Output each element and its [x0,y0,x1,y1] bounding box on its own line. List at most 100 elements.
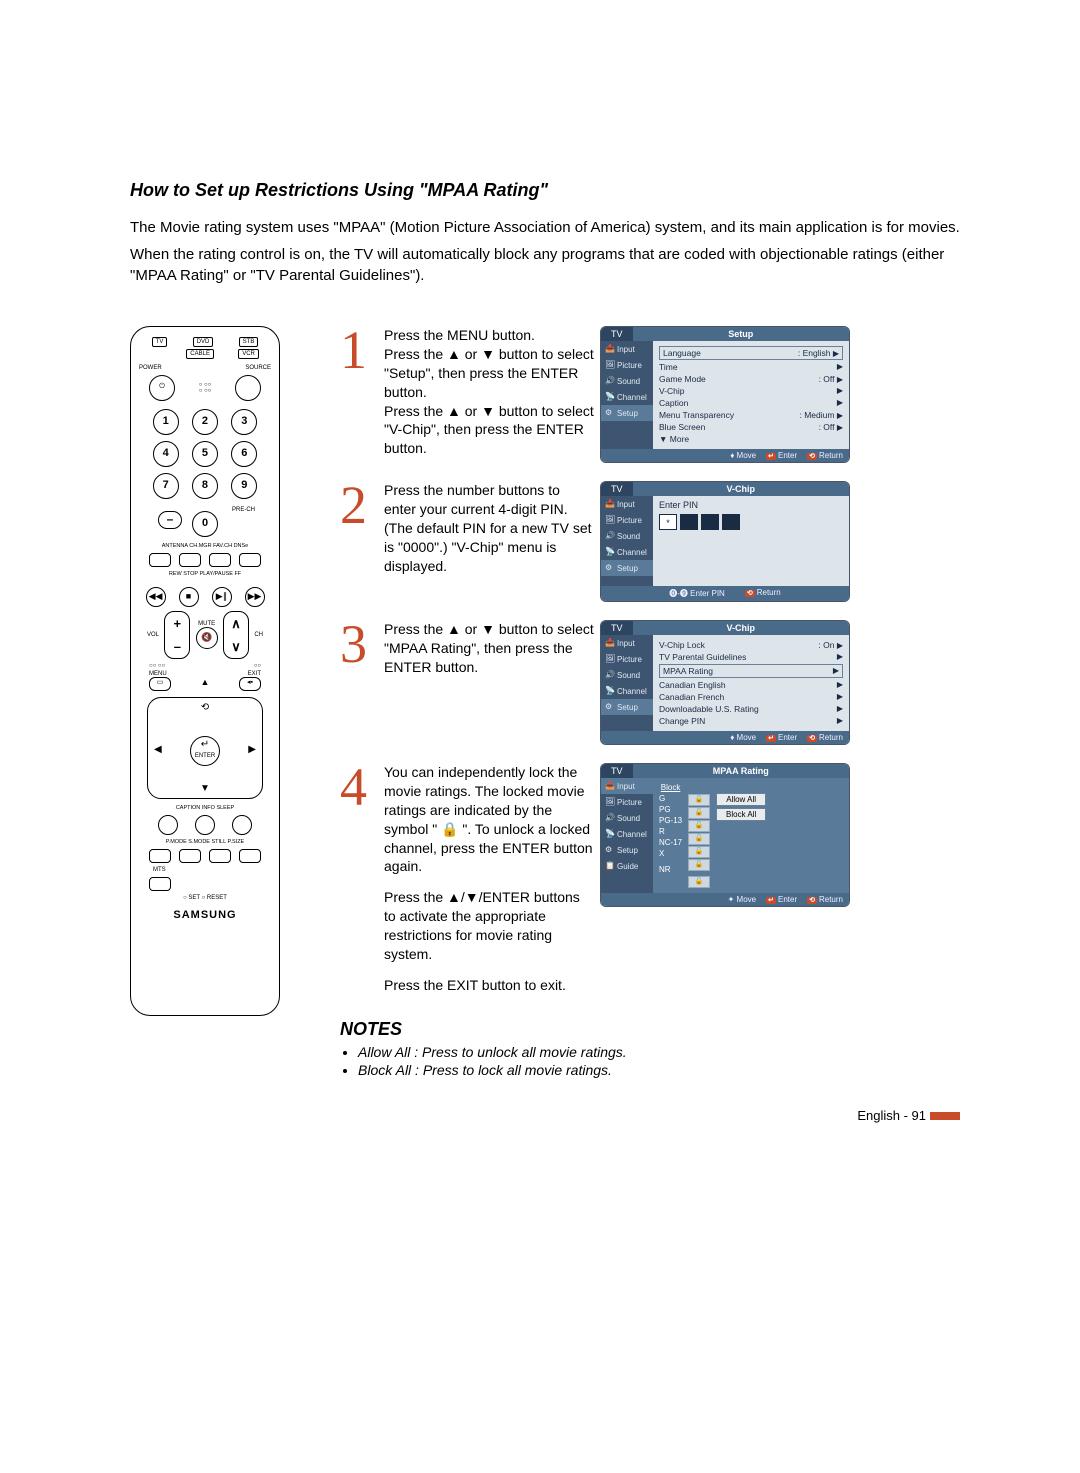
notes-list: Allow All : Press to unlock all movie ra… [340,1044,960,1078]
num-7: 7 [153,473,179,499]
osd-side-sound: 🔊Sound [601,810,653,826]
mpaa-rating-labels: Block G PG PG-13 R NC-17 X NR [659,782,682,875]
ch-rocker: ∧∨ [223,611,249,659]
osd-side-input: 📥Input [601,635,653,651]
step-num-4: 4 [340,763,384,812]
ch-label: CH [254,632,263,638]
num-4: 4 [153,441,179,467]
step1-line2: Press the ▲ or ▼ button to select "Setup… [384,345,594,402]
osd-side-channel: 📡Channel [601,683,653,699]
enter-pin-label: Enter PIN [659,500,843,510]
remote-dev-stb: STB [239,337,259,347]
num-2: 2 [192,409,218,435]
nav-dpad: ⟲ ◀ ▶ ▼ ↵ENTER [147,697,263,799]
section-title: How to Set up Restrictions Using "MPAA R… [130,180,960,201]
osd-side-setup: ⚙Setup [601,842,653,858]
osd-side-picture: 🖼Picture [601,794,653,810]
osd-side-setup: ⚙Setup [601,560,653,576]
page-number: English - 91 [857,1108,926,1123]
block-all-button: Block All [716,808,766,821]
step4-line1: You can independently lock the movie rat… [384,763,594,876]
transport-labels: REW STOP PLAY/PAUSE FF [139,571,271,577]
osd-side-input: 📥Input [601,496,653,512]
set-reset-label: ○ SET ○ RESET [139,895,271,901]
osd-side-setup: ⚙Setup [601,405,653,421]
osd-vchip-menu-screen: TVV-Chip 📥Input 🖼Picture 🔊Sound 📡Channel… [600,620,850,745]
osd-tv-label: TV [601,327,633,341]
transport-row: ◀◀■▶∥▶▶ [139,587,271,607]
pin-entry-boxes: * [659,514,843,530]
step-num-1: 1 [340,326,384,375]
osd-setup-screen: TVSetup 📥Input 🖼Picture 🔊Sound 📡Channel … [600,326,850,463]
mpaa-lock-column: 🔓🔓🔓🔓🔓🔓 🔓 [688,793,710,889]
osd-tv-label: TV [601,764,633,778]
step4-line3: Press the EXIT button to exit. [384,976,594,995]
osd-title-vchip: V-Chip [633,621,849,635]
step-1: 1 Press the MENU button. Press the ▲ or … [340,326,960,463]
osd-side-guide: 📋Guide [601,858,653,874]
osd-mpaa-rating-screen: TVMPAA Rating 📥Input 🖼Picture 🔊Sound 📡Ch… [600,763,850,907]
remote-dev-vcr: VCR [238,349,259,359]
step-num-3: 3 [340,620,384,669]
note-block-all: Block All : Press to lock all movie rati… [358,1062,960,1078]
enter-button: ↵ENTER [190,736,220,766]
vol-label: VOL [147,632,159,638]
step3-text: Press the ▲ or ▼ button to select "MPAA … [384,620,594,677]
osd-side-picture: 🖼Picture [601,357,653,373]
power-label: POWER [139,365,162,371]
remote-dev-tv: TV [152,337,168,347]
num-8: 8 [192,473,218,499]
osd-side-sound: 🔊Sound [601,528,653,544]
num-1: 1 [153,409,179,435]
osd-side-setup: ⚙Setup [601,699,653,715]
osd-side-picture: 🖼Picture [601,512,653,528]
osd-enter-pin-screen: TVV-Chip 📥Input 🖼Picture 🔊Sound 📡Channel… [600,481,850,602]
osd-side-channel: 📡Channel [601,389,653,405]
step4-line2: Press the ▲/▼/ENTER buttons to activate … [384,888,594,964]
osd-side-sound: 🔊Sound [601,667,653,683]
caption-info-sleep-labels: CAPTION INFO SLEEP [139,805,271,811]
step-4: 4 You can independently lock the movie r… [340,763,960,995]
remote-control-illustration: TV DVD STB x CABLE VCR POWERSOURCE ⏻ ○ ○… [130,326,280,1016]
mts-label: MTS [153,867,271,873]
osd-title-setup: Setup [633,327,849,341]
page-footer: English - 91 [130,1108,960,1123]
num-3: 3 [231,409,257,435]
osd-tv-label: TV [601,482,633,496]
intro-p2: When the rating control is on, the TV wi… [130,244,960,286]
osd-tv-label: TV [601,621,633,635]
source-label: SOURCE [245,365,271,371]
footer-bar-icon [930,1112,960,1120]
intro-text: The Movie rating system uses "MPAA" (Mot… [130,217,960,286]
remote-dev-dvd: DVD [193,337,214,347]
remote-numpad: 1 2 3 4 5 6 7 8 9 [149,409,261,499]
osd-side-input: 📥Input [601,341,653,357]
intro-p1: The Movie rating system uses "MPAA" (Mot… [130,217,960,238]
power-button: ⏻ [149,375,175,401]
mute-button: 🔇 [196,627,218,649]
osd-title-mpaa: MPAA Rating [633,764,849,778]
antenna-row-labels: ANTENNA CH.MGR FAV.CH DNSe [139,543,271,549]
num-5: 5 [192,441,218,467]
dash-button: – [158,511,182,529]
osd-side-channel: 📡Channel [601,544,653,560]
notes-heading: NOTES [340,1019,960,1040]
remote-dev-cable: CABLE [186,349,214,359]
osd-side-channel: 📡Channel [601,826,653,842]
pmode-row-labels: P.MODE S.MODE STILL P.SIZE [139,839,271,845]
osd-side-input: 📥Input [601,778,653,794]
allow-all-button: Allow All [716,793,766,806]
step1-line3: Press the ▲ or ▼ button to select "V-Chi… [384,402,594,459]
osd-side-sound: 🔊Sound [601,373,653,389]
osd-title-vchip-pin: V-Chip [633,482,849,496]
step1-line1: Press the MENU button. [384,326,594,345]
note-allow-all: Allow All : Press to unlock all movie ra… [358,1044,960,1060]
num-6: 6 [231,441,257,467]
step2-text: Press the number buttons to enter your c… [384,481,594,575]
brand-logo: SAMSUNG [139,909,271,921]
num-9: 9 [231,473,257,499]
num-0: 0 [192,511,218,537]
source-button [235,375,261,401]
vol-rocker: +– [164,611,190,659]
step-3: 3 Press the ▲ or ▼ button to select "MPA… [340,620,960,745]
